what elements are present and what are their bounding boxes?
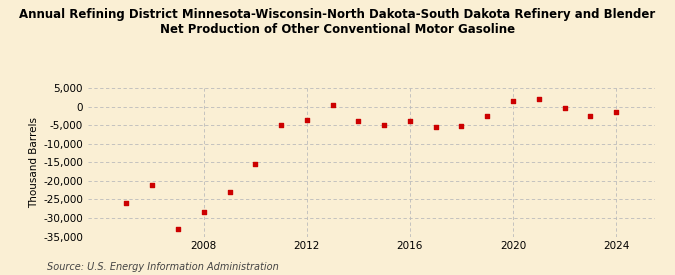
Point	[224, 190, 235, 194]
Point	[404, 119, 415, 124]
Point	[275, 123, 286, 127]
Text: Source: U.S. Energy Information Administration: Source: U.S. Energy Information Administ…	[47, 262, 279, 272]
Point	[430, 125, 441, 129]
Point	[533, 97, 544, 101]
Point	[353, 119, 364, 123]
Point	[508, 99, 518, 103]
Point	[198, 210, 209, 214]
Point	[146, 182, 157, 187]
Point	[302, 117, 313, 122]
Point	[327, 103, 338, 107]
Point	[611, 110, 622, 114]
Point	[456, 124, 467, 128]
Text: Annual Refining District Minnesota-Wisconsin-North Dakota-South Dakota Refinery : Annual Refining District Minnesota-Wisco…	[20, 8, 655, 36]
Y-axis label: Thousand Barrels: Thousand Barrels	[29, 117, 39, 208]
Point	[379, 123, 389, 127]
Point	[121, 201, 132, 205]
Point	[559, 106, 570, 111]
Point	[482, 114, 493, 118]
Point	[173, 227, 184, 231]
Point	[250, 162, 261, 166]
Point	[585, 114, 596, 118]
